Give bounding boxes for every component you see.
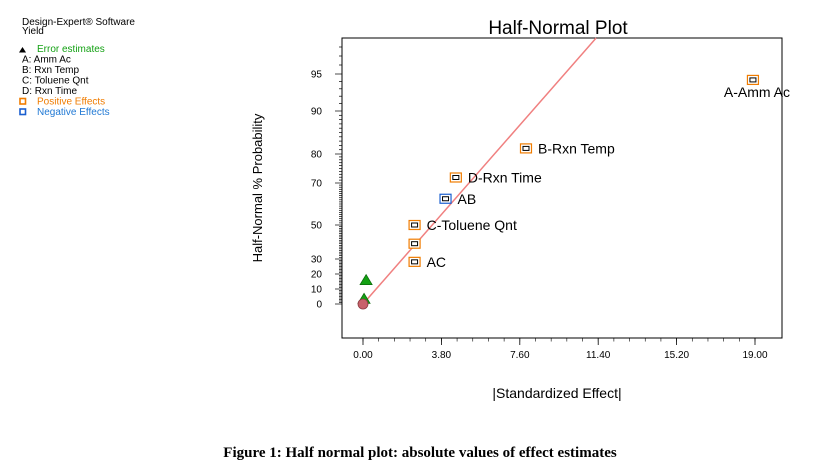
figure-caption: Figure 1: Half normal plot: absolute val… [223,445,617,461]
error-estimate-point [359,273,373,286]
points-layer: A-Amm Ac B-Rxn Temp D-Rxn Time C-Toluene Qn… [357,74,790,310]
reference-line-layer [362,37,597,305]
effect-point-inner [411,259,419,265]
response-label: Yield [22,26,44,37]
software-label: Design-Expert® Software [22,17,135,28]
reference-line [362,37,597,305]
legend-item: Positive Effects [37,97,105,108]
y-axis: 0 10 20 30 50 70 80 90 95 [311,46,342,311]
origin-point [357,298,369,310]
x-tick-label: 0.00 [353,350,373,361]
effect-point-inner [452,174,460,180]
y-tick-label: 80 [311,150,323,161]
y-tick-label: 90 [311,107,323,118]
point-label: D-Rxn Time [468,169,542,185]
legend-square-icon [19,97,27,105]
x-axis: 0.00 3.80 7.60 11.40 15.20 19.00 [353,338,768,361]
legend-item: A: Amm Ac [22,55,71,66]
y-tick-label: 70 [311,179,323,190]
legend-item: B: Rxn Temp [22,65,79,76]
y-tick-label: 20 [311,270,323,281]
plot-frame [341,37,783,339]
legend-item: Error estimates [37,44,105,55]
point-label: AB [458,191,477,207]
legend-item: Negative Effects [37,107,110,118]
effect-point-inner [411,222,419,228]
y-tick-label: 95 [311,70,323,81]
effect-point-inner [522,145,530,151]
x-tick-label: 7.60 [510,350,530,361]
y-axis-title: Half-Normal % Probability [250,113,265,262]
effect-point-inner [411,241,419,247]
point-label: B-Rxn Temp [538,140,615,156]
chart-title: Half-Normal Plot [488,18,628,39]
point-label: A-Amm Ac [724,84,790,100]
x-tick-label: 19.00 [742,350,767,361]
point-label: AC [427,254,446,270]
x-tick-label: 15.20 [664,350,689,361]
effect-point-inner [749,77,757,83]
point-label: C-Toluene Qnt [427,217,517,233]
effect-point-inner [442,196,450,202]
y-tick-label: 30 [311,255,323,266]
x-tick-label: 3.80 [432,350,452,361]
legend-triangle-icon [19,47,26,53]
x-tick-label: 11.40 [586,350,611,361]
legend-square-icon [19,108,27,116]
y-tick-label: 0 [316,300,322,311]
legend-item: C: Toluene Qnt [22,76,89,87]
x-axis-title: |Standardized Effect| [492,385,621,401]
y-tick-label: 10 [311,285,323,296]
legend-item: D: Rxn Time [22,86,77,97]
y-tick-label: 50 [311,221,323,232]
